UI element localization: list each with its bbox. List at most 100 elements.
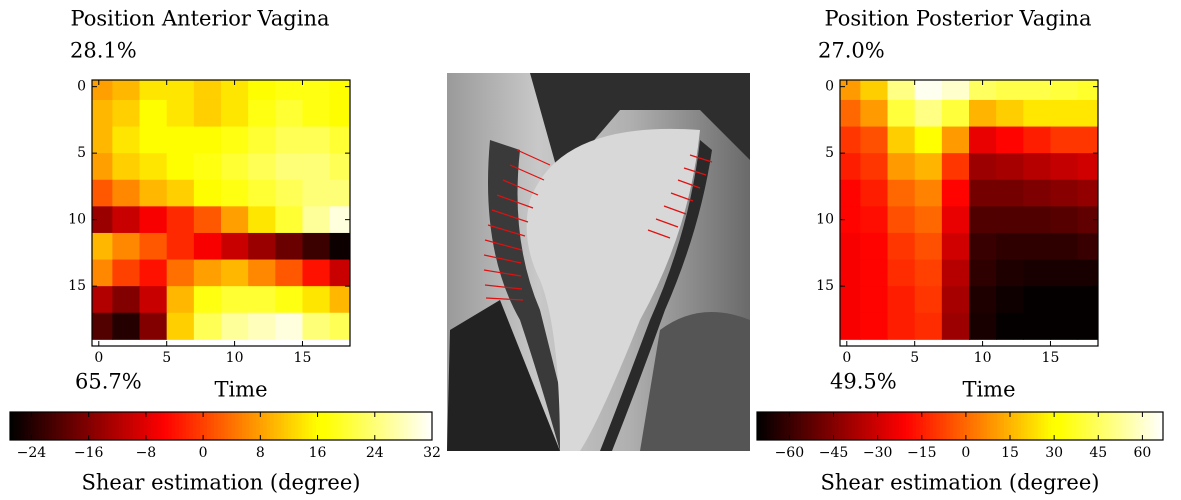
heatmap-cell [941, 259, 970, 287]
y-tick-label: 0 [825, 79, 834, 95]
colorbar-tick-label: 15 [1001, 445, 1019, 461]
heatmap-cell [275, 80, 303, 101]
colorbar-segment [375, 412, 380, 440]
colorbar-segment [848, 412, 853, 440]
colorbar-segment [1156, 412, 1161, 440]
colorbar-tick-label: 32 [423, 445, 441, 461]
colorbar-segment [136, 412, 141, 440]
heatmap-cell [329, 99, 350, 128]
colorbar-segment [1085, 412, 1090, 440]
colorbar-segment [1081, 412, 1086, 440]
colorbar-segment [10, 412, 15, 440]
colorbar-segment [855, 412, 860, 440]
colorbar-segment [1108, 412, 1113, 440]
colorbar-segment [150, 412, 155, 440]
colorbar-tick-label: 45 [1089, 445, 1107, 461]
annotation: 28.1% [70, 39, 137, 63]
colorbar-segment [189, 412, 194, 440]
colorbar-tick-label: −45 [819, 445, 849, 461]
colorbar-segment [256, 412, 261, 440]
heatmap-cell [887, 179, 916, 207]
colorbar-segment [298, 412, 303, 440]
heatmap-cell [248, 126, 276, 154]
heatmap-cell [112, 153, 141, 181]
colorbar-segment [1027, 412, 1032, 440]
colorbar-segment [858, 412, 863, 440]
heatmap-cell [193, 259, 222, 287]
colorbar-segment [973, 412, 978, 440]
colorbar-segment [1105, 412, 1110, 440]
heatmap-cell [166, 80, 195, 101]
colorbar-segment [59, 412, 64, 440]
colorbar-segment [1071, 412, 1076, 440]
colorbar-segment [277, 412, 282, 440]
colorbar-segment [312, 412, 317, 440]
heatmap-cell [1023, 179, 1051, 207]
colorbar-segment [800, 412, 805, 440]
colorbar-segment [990, 412, 995, 440]
heatmap-cell [193, 179, 222, 207]
heatmap-cell [840, 153, 861, 181]
heatmap-cell [1077, 206, 1098, 234]
y-tick-label: 15 [68, 278, 86, 294]
heatmap-cell [139, 312, 168, 340]
colorbar-segment [926, 412, 931, 440]
colorbar-segment [1064, 412, 1069, 440]
colorbar-segment [1041, 412, 1046, 440]
colorbar-segment [17, 412, 22, 440]
colorbar-segment [386, 412, 391, 440]
heatmap-cell [914, 232, 943, 261]
colorbar-segment [330, 412, 335, 440]
heatmap-cell [275, 153, 303, 181]
colorbar-segment [407, 412, 412, 440]
colorbar-segment [326, 412, 331, 440]
colorbar-segment [861, 412, 866, 440]
colorbar-segment [997, 412, 1002, 440]
x-tick-label: 0 [842, 350, 851, 366]
heatmap-cell [166, 232, 195, 261]
heatmap-cell [860, 232, 889, 261]
colorbar-segment [780, 412, 785, 440]
heatmap-cell [275, 99, 303, 128]
x-axis-label: Time [962, 378, 1015, 402]
y-tick-label: 10 [68, 212, 86, 228]
colorbar-segment [895, 412, 900, 440]
heatmap-cell [941, 206, 970, 234]
colorbar-segment [27, 412, 32, 440]
heatmap-cell [860, 126, 889, 154]
heatmap-cell [1023, 153, 1051, 181]
heatmap-cell [840, 80, 861, 101]
heatmap-cell [92, 206, 113, 234]
heatmap-cell [914, 153, 943, 181]
colorbar-segment [1112, 412, 1117, 440]
colorbar-segment [400, 412, 405, 440]
colorbar-segment [62, 412, 67, 440]
heatmap-cell [248, 312, 276, 340]
colorbar-segment [844, 412, 849, 440]
heatmap-cell [166, 179, 195, 207]
heatmap-cell [193, 153, 222, 181]
heatmap-cell [860, 179, 889, 207]
colorbar-segment [24, 412, 29, 440]
colorbar-segment [1058, 412, 1063, 440]
colorbar-segment [83, 412, 88, 440]
heatmap-cell [887, 126, 916, 154]
colorbar-segment [76, 412, 81, 440]
colorbar-tick-label: 0 [199, 445, 208, 461]
colorbar-segment [1068, 412, 1073, 440]
colorbar-segment [379, 412, 384, 440]
heatmap-cell [941, 80, 970, 101]
heatmap-cell [914, 312, 943, 340]
colorbar-segment [315, 412, 321, 440]
colorbar-segment [993, 412, 998, 440]
heatmap-cell [193, 232, 222, 261]
heatmap-cell [112, 259, 141, 287]
colorbar-segment [905, 412, 910, 440]
colorbar-segment [354, 412, 359, 440]
colorbar-tick-label: −8 [136, 445, 157, 461]
heatmap-cell [302, 80, 331, 101]
colorbar-tick-label: −24 [17, 445, 47, 461]
x-tick-label: 5 [162, 350, 171, 366]
colorbar-segment [347, 412, 352, 440]
colorbar-segment [101, 412, 106, 440]
